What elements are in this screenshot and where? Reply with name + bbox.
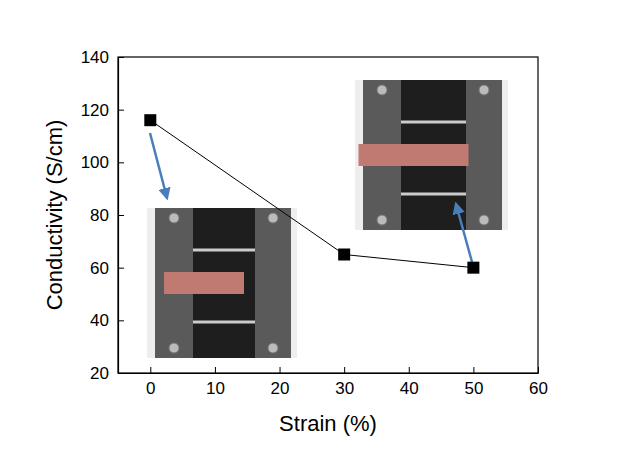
plot-area (144, 114, 479, 273)
y-tick-mark (118, 268, 124, 269)
x-tick: 50 (464, 367, 483, 398)
y-tick-mark (118, 110, 124, 111)
y-tick-label: 80 (90, 206, 109, 225)
x-tick: 0 (146, 367, 155, 398)
data-point (144, 114, 156, 126)
y-tick-mark (118, 57, 124, 58)
y-tick-mark (118, 320, 124, 321)
x-axis-title: Strain (%) (279, 411, 377, 436)
y-tick-label: 120 (81, 101, 109, 120)
x-tick-mark (344, 367, 345, 373)
x-tick-mark (473, 367, 474, 373)
y-tick: 140 (81, 48, 124, 67)
y-tick: 60 (90, 259, 124, 278)
x-tick-mark (409, 367, 410, 373)
x-tick-label: 40 (400, 379, 419, 398)
y-tick-label: 60 (90, 259, 109, 278)
y-tick-label: 40 (90, 311, 109, 330)
x-tick-label: 0 (146, 379, 155, 398)
x-tick-label: 30 (335, 379, 354, 398)
x-tick: 40 (400, 367, 419, 398)
x-tick: 20 (271, 367, 290, 398)
x-tick-mark (280, 367, 281, 373)
y-tick-label: 20 (90, 364, 109, 383)
x-tick-label: 20 (271, 379, 290, 398)
y-tick: 120 (81, 101, 124, 120)
x-tick-label: 10 (206, 379, 225, 398)
x-tick: 60 (529, 367, 548, 398)
x-tick: 10 (206, 367, 225, 398)
data-point (338, 249, 350, 261)
y-tick-mark (118, 162, 124, 163)
x-tick-mark (538, 367, 539, 373)
arrow (150, 133, 167, 198)
y-tick-mark (118, 373, 124, 374)
y-tick-label: 140 (81, 48, 109, 67)
arrow (456, 204, 472, 262)
y-tick: 100 (81, 153, 124, 172)
y-tick-mark (118, 215, 124, 216)
chart: 0 10 20 30 40 50 60 20 40 60 80 100 120 140 Strain (%)… (0, 0, 628, 453)
data-line (150, 120, 473, 267)
x-axis: 0 10 20 30 40 50 60 (119, 367, 548, 398)
plot-frame (118, 57, 538, 373)
x-axis-line (119, 373, 539, 374)
y-tick: 20 (90, 364, 124, 383)
x-tick-label: 60 (529, 379, 548, 398)
y-axis: 20 40 60 80 100 120 140 (81, 48, 124, 383)
data-point (467, 262, 479, 274)
inset-photo (355, 80, 508, 230)
y-axis-title: Conductivity (S/cm) (42, 120, 67, 311)
y-tick-label: 100 (81, 153, 109, 172)
y-tick: 40 (90, 311, 124, 330)
x-tick-label: 50 (464, 379, 483, 398)
inset-photo (147, 208, 297, 358)
x-tick-mark (215, 367, 216, 373)
y-tick: 80 (90, 206, 124, 225)
x-tick: 30 (335, 367, 354, 398)
x-tick-mark (150, 367, 151, 373)
